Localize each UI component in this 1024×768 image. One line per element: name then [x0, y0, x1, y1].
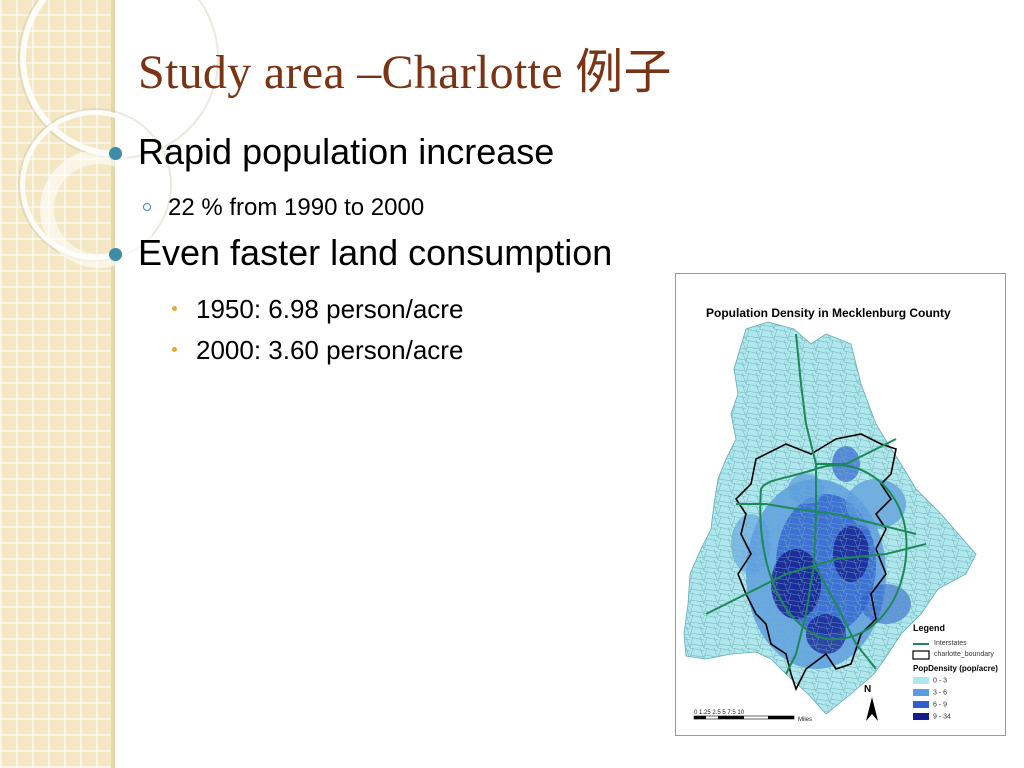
north-arrow-label: N: [864, 684, 872, 695]
county-map-graphic: [683, 321, 977, 721]
legend-class-label: 0 - 3: [933, 677, 948, 685]
legend-class-label: 6 - 9: [933, 701, 948, 709]
legend-swatch: [913, 677, 929, 684]
scale-bar-unit: Miles: [798, 717, 813, 723]
legend-density-class: 9 - 34: [913, 713, 951, 720]
legend-class-label: 9 - 34: [933, 713, 951, 721]
legend-swatch: [913, 713, 929, 720]
legend-density-class: 3 - 6: [913, 689, 947, 696]
bullet-text: Even faster land consumption: [138, 232, 613, 273]
sub-sub-bullet-dot: [172, 306, 177, 311]
sub-bullet-ring: [143, 203, 151, 211]
sub-sub-bullet-dot: [172, 347, 177, 352]
legend-class-label: 3 - 6: [933, 689, 948, 697]
bullet-dot: [109, 248, 122, 261]
bullet-dot: [109, 147, 122, 160]
legend-density-title: PopDensity (pop/acre): [913, 664, 998, 673]
population-density-map: Population Density in Mecklenburg County: [675, 273, 1006, 736]
map-title: Population Density in Mecklenburg County: [706, 306, 951, 320]
sub-bullet-text: 22 % from 1990 to 2000: [168, 194, 425, 221]
legend-interstates-label: Interstates: [934, 640, 967, 647]
legend-density-class: 6 - 9: [913, 701, 947, 708]
bullet-text: Rapid population increase: [138, 131, 555, 172]
sub-sub-bullet-text: 1950: 6.98 person/acre: [196, 294, 464, 324]
legend-swatch: [913, 701, 929, 708]
legend-swatch: [913, 689, 929, 696]
legend-title: Legend: [913, 623, 946, 633]
sub-sub-bullet-text: 2000: 3.60 person/acre: [196, 335, 464, 365]
side-strip-edge: [111, 0, 114, 768]
legend-boundary-label: charlotte_boundary: [934, 651, 994, 658]
slide-title: Study area –Charlotte 例子: [138, 46, 672, 99]
legend-density-class: 0 - 3: [913, 677, 947, 684]
scale-bar-label: 0 1.25 2.5 5 7.5 10: [694, 710, 745, 716]
